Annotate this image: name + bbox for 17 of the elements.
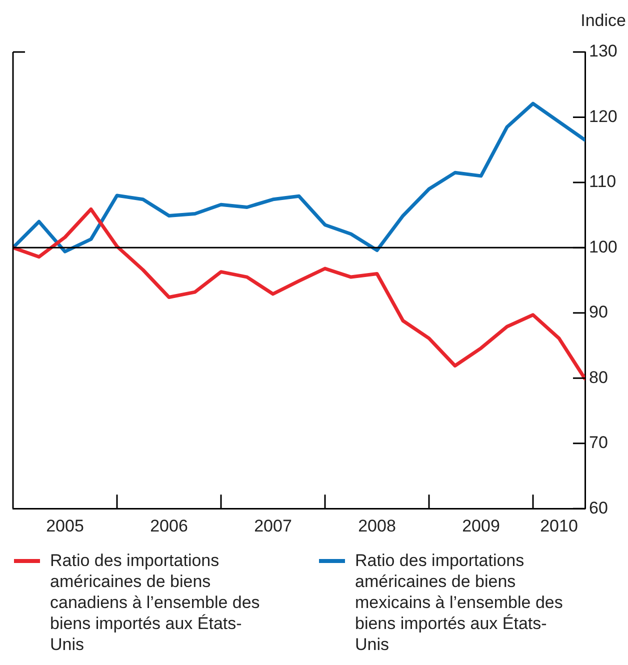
y-tick-label: 60 — [589, 498, 608, 518]
legend-label: Ratio des importations américaines de biens canadiens à l’ensemble des biens importés aux États-Unis — [50, 550, 261, 655]
y-tick-label: 90 — [589, 302, 608, 322]
x-tick-label: 2005 — [46, 516, 84, 536]
x-tick-label: 2009 — [462, 516, 500, 536]
y-axis-title: Indice — [580, 11, 626, 30]
y-tick-label: 80 — [589, 368, 608, 387]
x-tick-label: 2008 — [358, 516, 396, 536]
y-tick-label: 120 — [589, 106, 618, 126]
y-tick-label: 130 — [589, 42, 618, 61]
x-tick-label: 2006 — [150, 516, 188, 536]
x-tick-label: 2010 — [540, 516, 578, 536]
y-tick-label: 100 — [589, 237, 618, 256]
y-tick-label: 110 — [589, 172, 616, 192]
x-tick-label: 2007 — [254, 516, 292, 536]
y-tick-label: 70 — [589, 433, 608, 452]
legend-label: Ratio des importations américaines de biens mexicains à l’ensemble des biens importés aux États-Unis — [355, 550, 564, 655]
